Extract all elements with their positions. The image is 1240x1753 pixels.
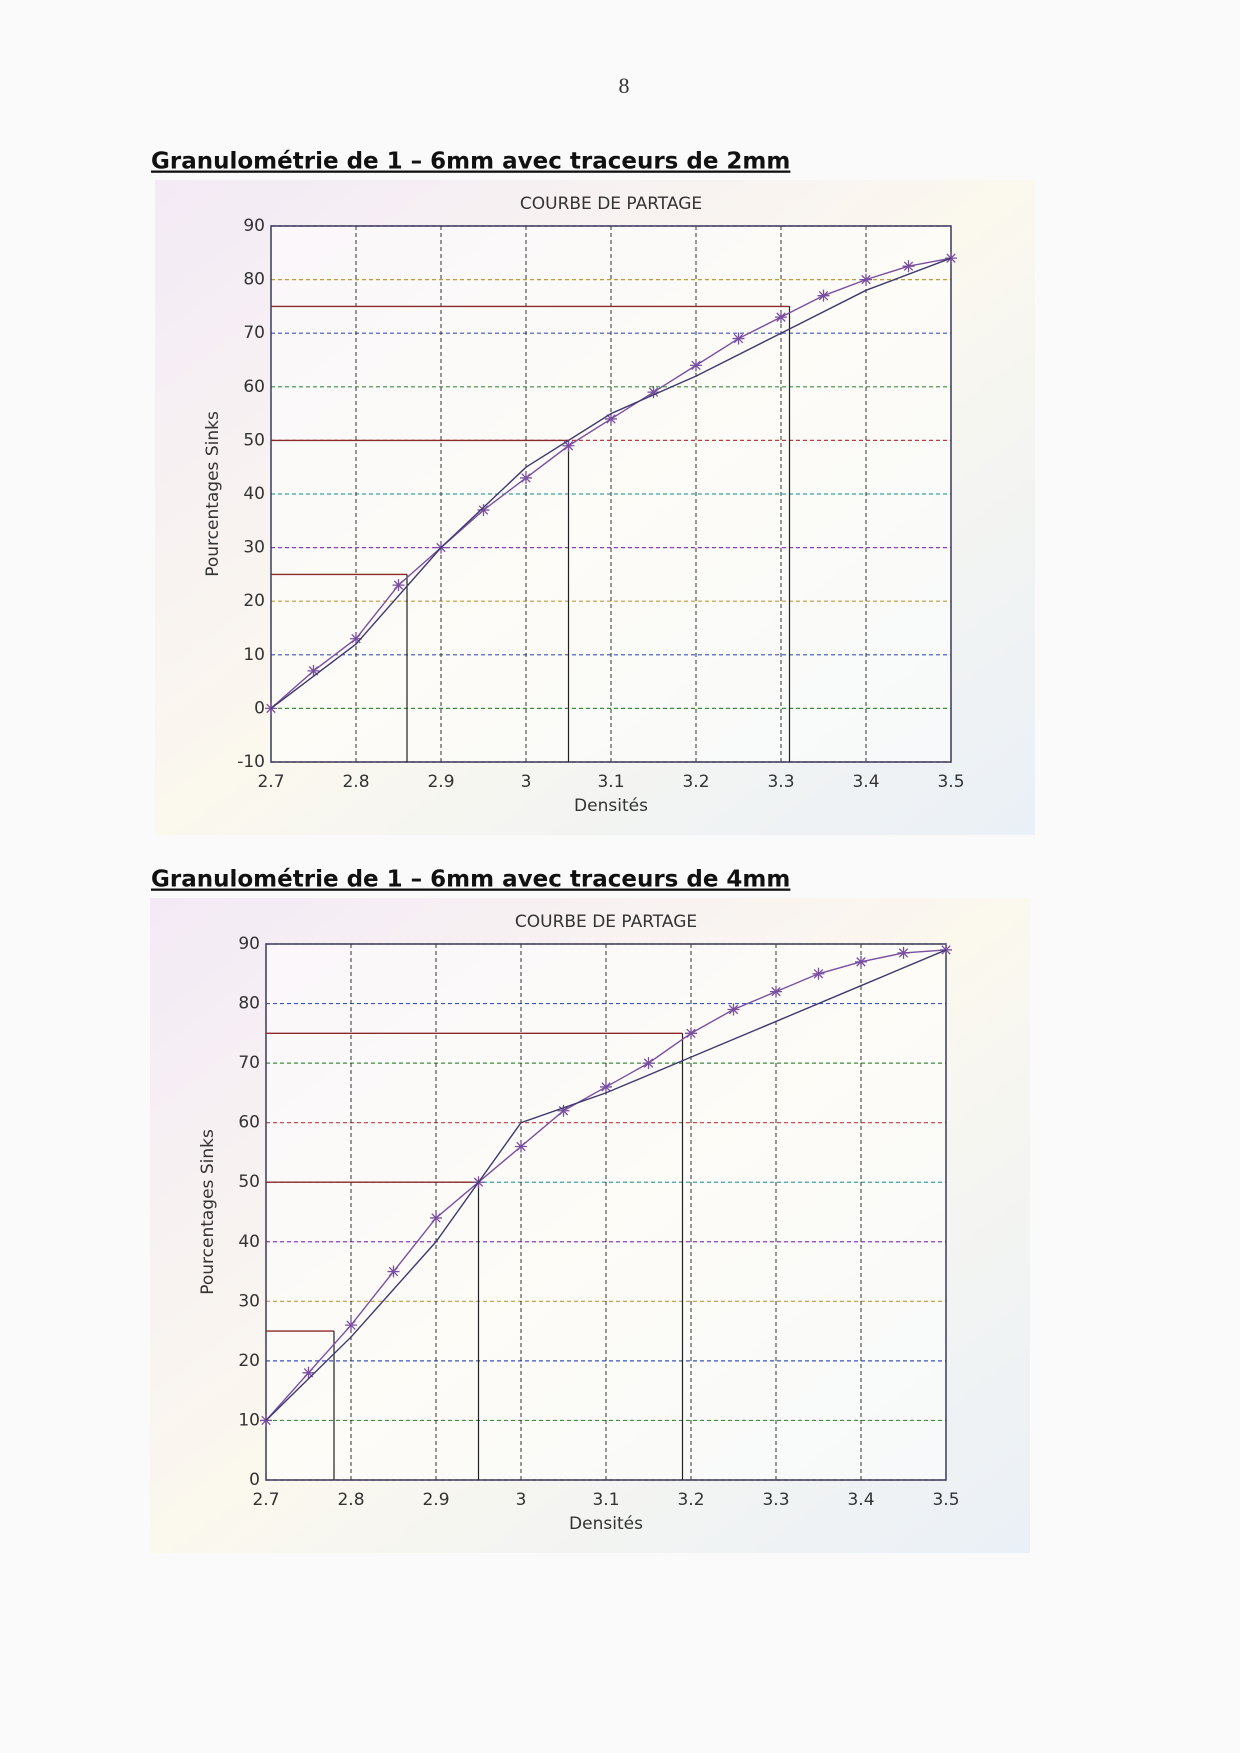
x-axis-label: Densités: [574, 796, 648, 816]
star-marker: [685, 1027, 697, 1040]
y-tick-label: 50: [243, 430, 265, 450]
star-marker: [600, 1080, 612, 1093]
y-tick-label: 30: [243, 538, 265, 558]
y-tick-label: 40: [238, 1232, 260, 1252]
x-tick-label: 2.8: [342, 772, 369, 792]
star-marker: [557, 1104, 570, 1117]
x-tick-label: 2.7: [252, 1490, 279, 1510]
chart-title: COURBE DE PARTAGE: [515, 912, 697, 932]
star-marker: [902, 260, 915, 273]
x-tick-label: 3.2: [682, 772, 709, 792]
x-tick-label: 2.9: [422, 1490, 449, 1510]
y-axis-label: Pourcentages Sinks: [198, 1129, 218, 1295]
x-tick-label: 2.7: [257, 772, 284, 792]
star-marker: [520, 471, 532, 484]
x-axis-label: Densités: [569, 1514, 643, 1534]
star-marker: [302, 1366, 315, 1379]
star-marker: [392, 579, 405, 592]
star-marker: [647, 386, 660, 399]
x-tick-label: 2.8: [337, 1490, 364, 1510]
star-marker: [732, 332, 745, 345]
star-marker: [477, 504, 490, 517]
x-tick-label: 3.2: [677, 1490, 704, 1510]
star-marker: [817, 289, 830, 302]
y-tick-label: 70: [243, 323, 265, 343]
y-tick-label: 80: [243, 270, 265, 290]
x-tick-label: 3.4: [852, 772, 879, 792]
star-marker: [430, 1211, 442, 1224]
y-tick-label: 0: [254, 698, 265, 718]
star-marker: [350, 632, 362, 645]
y-tick-label: 90: [243, 216, 265, 236]
y-tick-label: 40: [243, 484, 265, 504]
star-marker: [812, 967, 825, 980]
y-tick-label: 10: [238, 1410, 260, 1430]
y-tick-label: 30: [238, 1291, 260, 1311]
y-tick-label: 50: [238, 1172, 260, 1192]
star-marker: [605, 412, 617, 425]
y-tick-label: 0: [249, 1470, 260, 1490]
chart-title: COURBE DE PARTAGE: [520, 194, 702, 214]
x-tick-label: 3: [516, 1490, 527, 1510]
y-tick-label: 70: [238, 1053, 260, 1073]
star-marker: [775, 311, 787, 324]
chart-heading: Granulométrie de 1 – 6mm avec traceurs d…: [151, 149, 790, 175]
star-marker: [690, 359, 702, 372]
y-axis-label: Pourcentages Sinks: [203, 411, 223, 577]
y-tick-label: 20: [243, 591, 265, 611]
star-marker: [345, 1319, 357, 1332]
y-tick-label: 10: [243, 645, 265, 665]
plot-border: [265, 943, 947, 1481]
y-tick-label: 90: [238, 934, 260, 954]
x-tick-label: 3.1: [597, 772, 624, 792]
star-marker: [727, 1003, 740, 1016]
y-tick-label: 80: [238, 994, 260, 1014]
star-marker: [515, 1140, 527, 1153]
star-marker: [897, 946, 910, 959]
y-tick-label: 60: [243, 377, 265, 397]
x-tick-label: 3.4: [847, 1490, 874, 1510]
x-tick-label: 3.5: [937, 772, 964, 792]
x-tick-label: 3.1: [592, 1490, 619, 1510]
star-marker: [770, 985, 782, 998]
page-number: 8: [619, 73, 630, 98]
y-tick-label: -10: [237, 752, 265, 772]
x-tick-label: 3.3: [762, 1490, 789, 1510]
y-tick-label: 20: [238, 1351, 260, 1371]
chart-heading: Granulométrie de 1 – 6mm avec traceurs d…: [151, 867, 790, 893]
x-tick-label: 2.9: [427, 772, 454, 792]
star-marker: [562, 439, 575, 452]
star-marker: [387, 1265, 400, 1278]
star-marker: [860, 273, 872, 286]
star-marker: [642, 1057, 655, 1070]
star-marker: [307, 664, 320, 677]
plot-border: [270, 225, 952, 763]
series-line: [270, 257, 952, 709]
series-line: [265, 949, 947, 1421]
x-tick-label: 3: [521, 772, 532, 792]
star-marker: [855, 955, 867, 968]
x-tick-label: 3.3: [767, 772, 794, 792]
x-tick-label: 3.5: [932, 1490, 959, 1510]
y-tick-label: 60: [238, 1113, 260, 1133]
